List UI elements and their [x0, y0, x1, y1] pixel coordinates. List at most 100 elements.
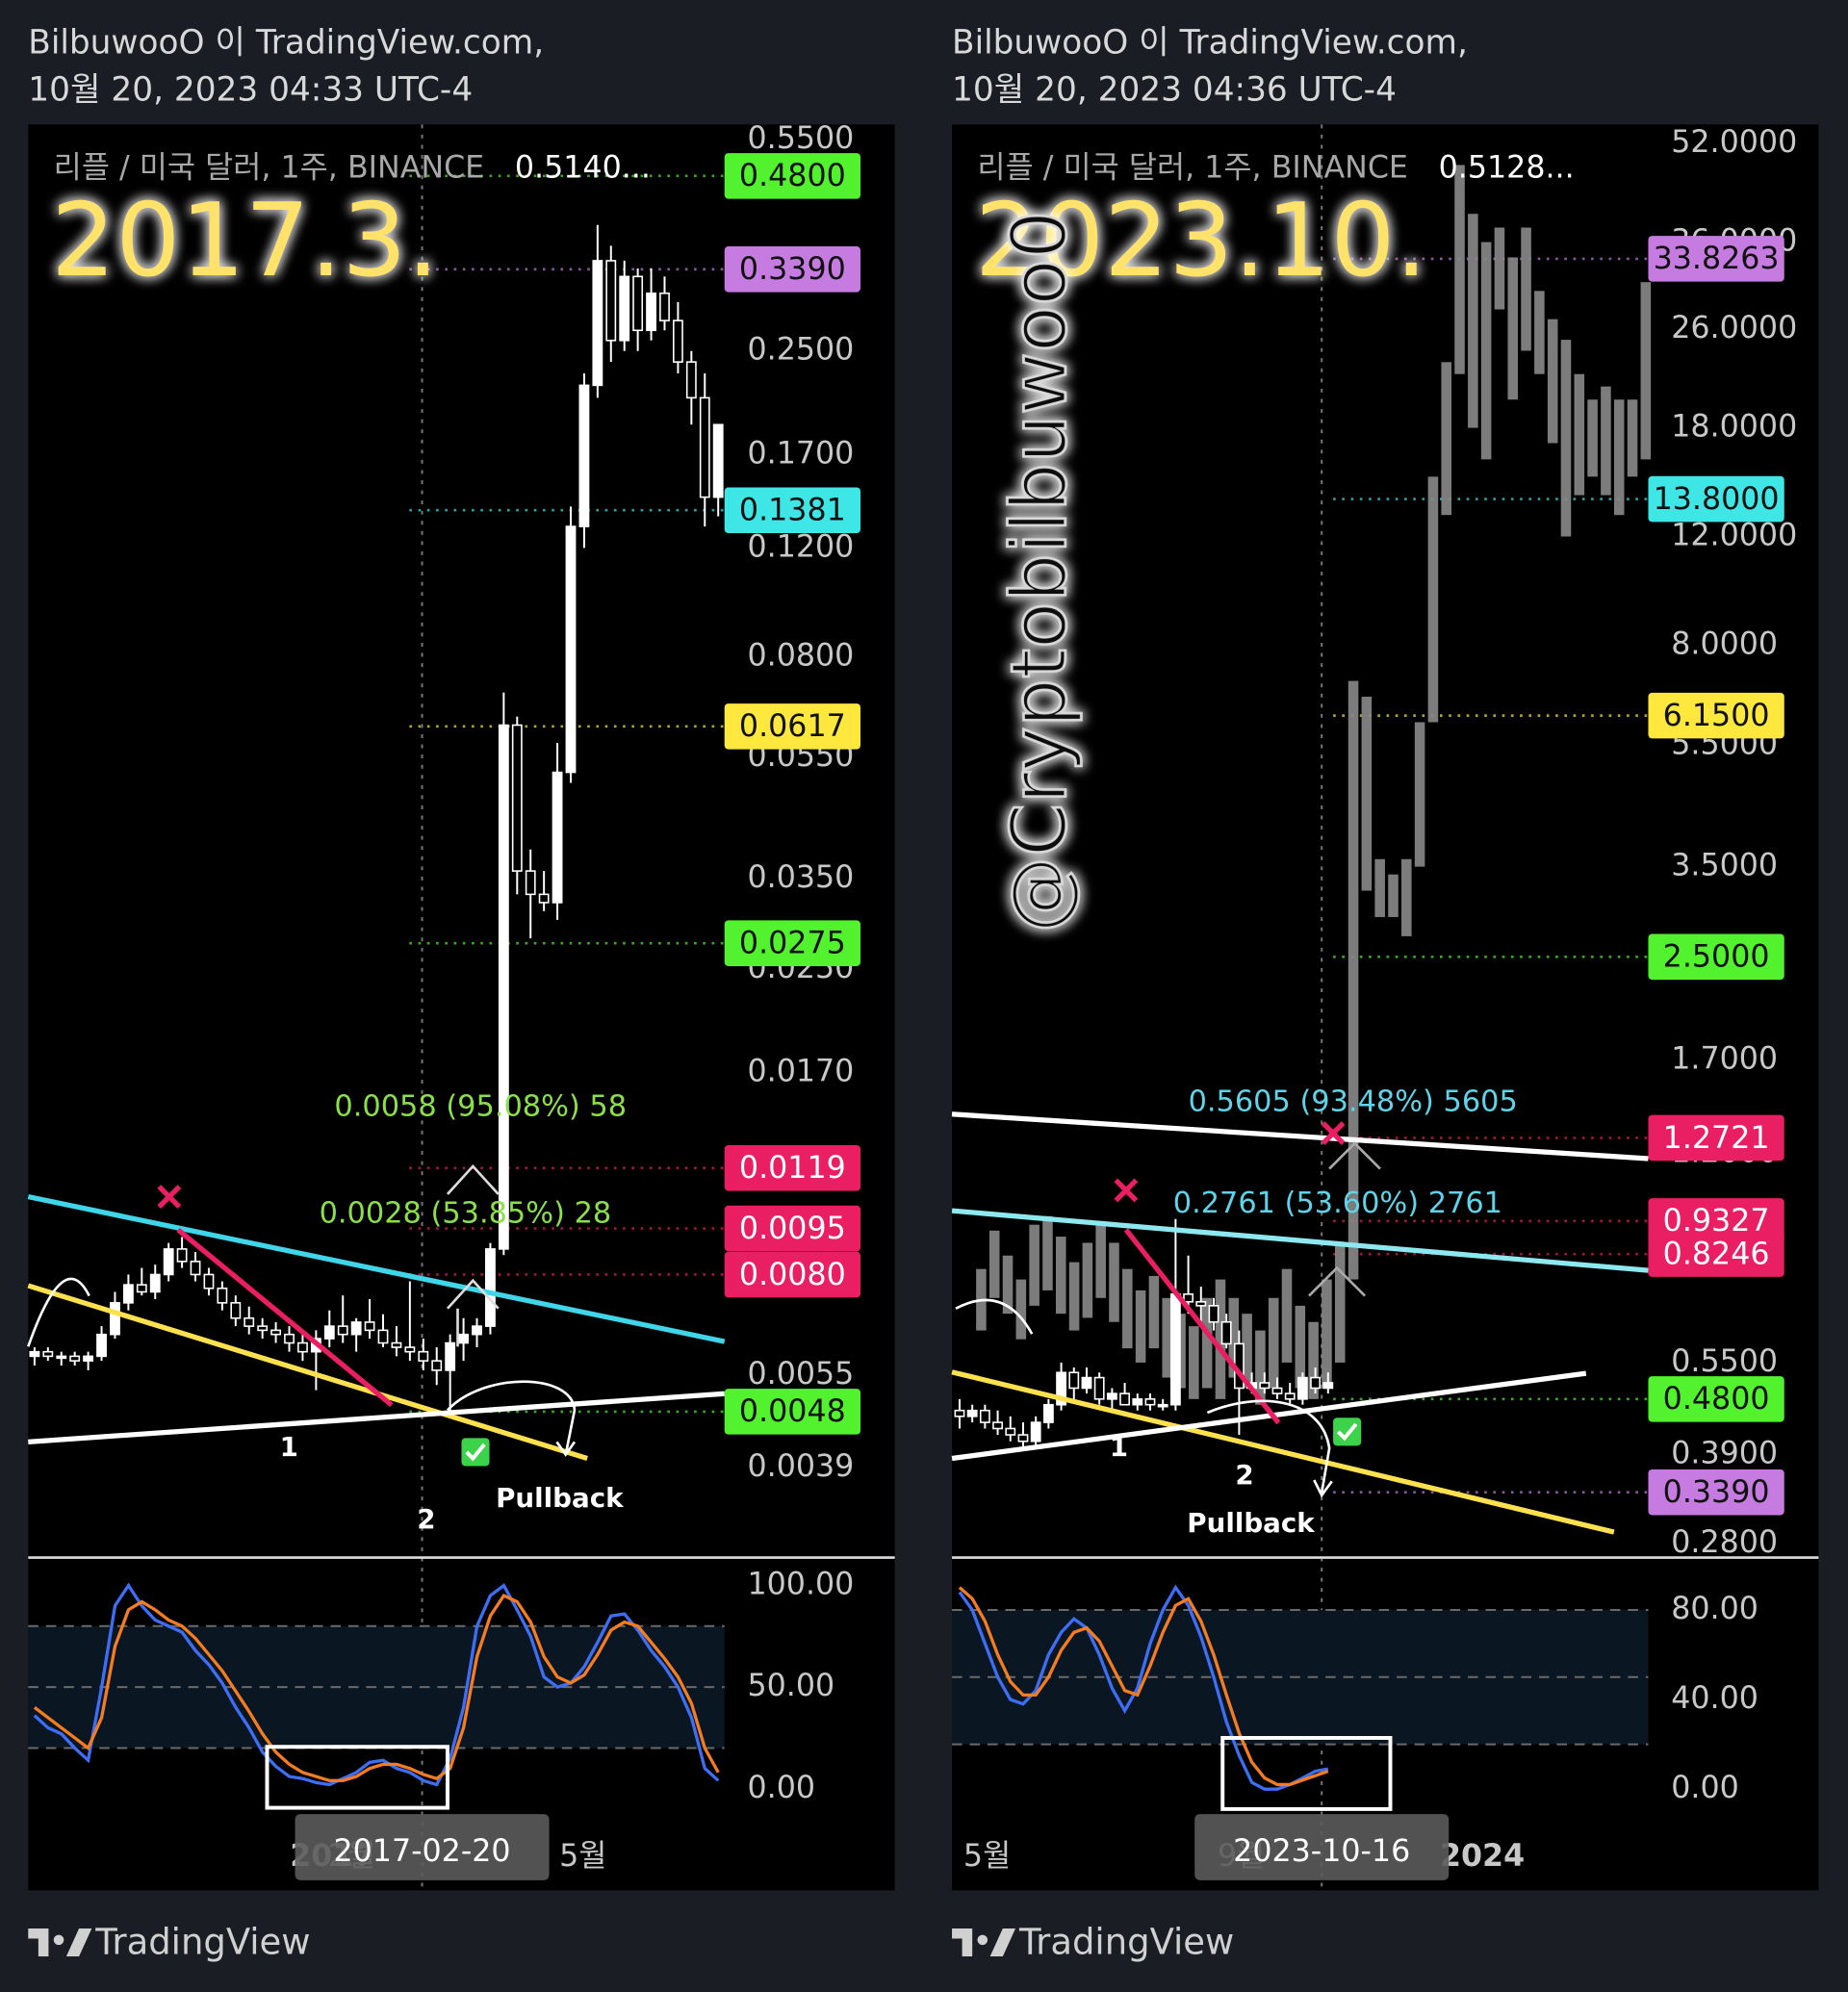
check-mark — [465, 1443, 486, 1462]
projection-bar — [1135, 1290, 1146, 1363]
crosshair-date-box — [1194, 1814, 1450, 1880]
candle-body — [552, 771, 563, 904]
projection-bar — [1547, 319, 1558, 444]
candle-body — [699, 396, 710, 498]
projection-bar — [1361, 696, 1373, 891]
price-badge — [1648, 1468, 1784, 1516]
price-badge — [724, 487, 860, 533]
trend-line — [27, 1193, 726, 1344]
price-badge — [1648, 236, 1784, 282]
candle-body — [525, 870, 536, 896]
watermark: @Cryptobilbuwoo0 — [994, 211, 1084, 932]
candle-body — [565, 525, 577, 774]
y-tick-label: 1.7000 — [1671, 1042, 1778, 1077]
price-badge-label: 0.0095 — [739, 1212, 846, 1246]
candle-body — [69, 1355, 81, 1362]
projection-bar — [1308, 1321, 1319, 1399]
candle-body — [712, 423, 724, 498]
candle-body — [979, 1409, 990, 1423]
trend-line — [27, 1283, 588, 1462]
annotation: 0.0058 (95.08%) 58 — [334, 1090, 627, 1124]
marks — [29, 165, 1652, 1791]
projection-bar — [1613, 399, 1625, 516]
price-badge-label: 0.0048 — [739, 1394, 846, 1429]
projection-bar — [1189, 1326, 1199, 1399]
price-badge-label: 0.4800 — [739, 159, 846, 193]
price-badge-label: 13.8000 — [1654, 482, 1780, 517]
y-tick-label: 26.0000 — [1671, 311, 1797, 345]
osc-line — [958, 1584, 1329, 1791]
y-tick-label: 0.0055 — [747, 1357, 854, 1392]
timestamp: 10월 20, 2023 04:33 UTC-4 — [28, 71, 473, 110]
candle-body — [56, 1355, 67, 1360]
price-badge — [724, 1144, 860, 1191]
annotation: 2 — [417, 1503, 435, 1535]
candle-body — [1132, 1398, 1143, 1406]
osc-line — [33, 1582, 720, 1787]
price-badge — [1648, 692, 1784, 739]
projection-bar — [1627, 399, 1638, 477]
price-badge-label: 0.0275 — [739, 927, 846, 961]
candle-body — [431, 1360, 443, 1371]
candle-body — [673, 319, 683, 363]
price-badge — [724, 246, 860, 293]
projection-bar — [1374, 858, 1385, 917]
candle-body — [122, 1284, 134, 1304]
y-tick-label: 0.1200 — [747, 529, 854, 564]
candle-body — [83, 1355, 94, 1362]
crosshair-date: 2017-02-20 — [334, 1834, 511, 1869]
candle-body — [1296, 1376, 1308, 1400]
osc-tick-label: 0.00 — [1671, 1771, 1739, 1805]
candle-body — [685, 361, 697, 399]
projection-bar — [1640, 282, 1652, 460]
candle-body — [1208, 1305, 1219, 1323]
candle-body — [391, 1341, 402, 1348]
projection-bar — [1122, 1268, 1133, 1349]
projection-bar — [1242, 1314, 1252, 1389]
candle-body — [270, 1329, 282, 1336]
annotation: 1 — [1110, 1431, 1128, 1463]
y-tick-label: 0.1700 — [747, 436, 854, 471]
candle-body — [538, 893, 550, 904]
arrow — [446, 1163, 500, 1347]
overlay: BilbuwooO 이 TradingView.com, 10월 20, 2023… — [28, 24, 1797, 1962]
y-tick-label: 52.0000 — [1671, 125, 1797, 160]
price-badge-label: 6.1500 — [1663, 699, 1770, 733]
candle-body — [190, 1261, 201, 1276]
crosshair-date-box — [295, 1814, 550, 1880]
candle-body — [1093, 1376, 1105, 1400]
price-badge-label: 0.0119 — [739, 1151, 846, 1186]
curve — [27, 1277, 90, 1347]
candle-body — [592, 260, 603, 387]
price-badge — [724, 1205, 860, 1252]
projection-bar — [1388, 874, 1399, 917]
candle-body — [230, 1302, 242, 1319]
overlay-title: 2017.3. — [51, 181, 439, 299]
projection-bar — [1228, 1297, 1240, 1378]
y-tick-label: 0.0170 — [747, 1054, 854, 1088]
candle-body — [511, 724, 523, 872]
candle-body — [445, 1341, 456, 1371]
projection-bar — [1095, 1221, 1106, 1298]
candle-body — [659, 292, 670, 321]
crosshair-date: 2023-10-16 — [1233, 1834, 1410, 1869]
price-badge-label: 2.5000 — [1663, 940, 1770, 975]
trend-line — [176, 1227, 394, 1408]
candle-body — [1169, 1293, 1181, 1406]
candle-body — [605, 260, 617, 342]
price-badge — [1648, 1231, 1784, 1277]
candle-body — [1195, 1301, 1207, 1307]
drawings — [27, 1111, 1649, 1811]
candle-body — [1271, 1387, 1283, 1394]
projection-bar — [1322, 1279, 1332, 1389]
y-tick-label: 3.5000 — [1671, 849, 1778, 883]
osc-line — [33, 1594, 720, 1782]
candle-body — [149, 1273, 161, 1293]
candle-body — [1005, 1427, 1016, 1436]
y-tick-label: 0.5500 — [1671, 1344, 1778, 1379]
projection-bar — [1560, 340, 1572, 537]
projection-bar — [1468, 214, 1478, 428]
x-marker — [1114, 1121, 1346, 1203]
projection-bar — [1255, 1330, 1266, 1405]
